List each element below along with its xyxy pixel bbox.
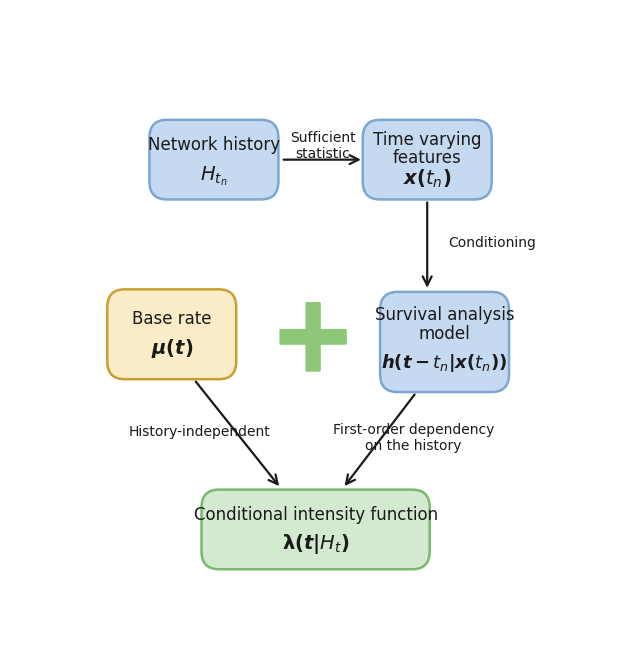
Text: $\boldsymbol{\lambda(t|H_t)}$: $\boldsymbol{\lambda(t|H_t)}$ [282,532,349,556]
FancyBboxPatch shape [150,120,278,199]
Text: $\boldsymbol{\mu(t)}$: $\boldsymbol{\mu(t)}$ [150,337,193,360]
Text: Survival analysis: Survival analysis [375,306,515,324]
FancyBboxPatch shape [280,329,347,345]
Text: $\boldsymbol{H_{t_n}}$: $\boldsymbol{H_{t_n}}$ [200,164,228,188]
Text: $\boldsymbol{h(t - t_n | x(t_n))}$: $\boldsymbol{h(t - t_n | x(t_n))}$ [381,352,508,374]
Text: Conditional intensity function: Conditional intensity function [193,506,438,524]
FancyBboxPatch shape [108,289,236,380]
Text: Conditioning: Conditioning [448,236,536,250]
Text: features: features [393,149,461,167]
Text: $\boldsymbol{x(t_n)}$: $\boldsymbol{x(t_n)}$ [403,168,451,190]
Text: First-order dependency
on the history: First-order dependency on the history [333,423,494,453]
FancyBboxPatch shape [305,302,321,372]
Text: model: model [419,325,470,343]
Text: Time varying: Time varying [373,131,481,149]
Text: Network history: Network history [148,136,280,154]
FancyBboxPatch shape [363,120,492,199]
FancyBboxPatch shape [380,292,509,392]
FancyBboxPatch shape [202,490,429,569]
Text: Base rate: Base rate [132,310,211,328]
Text: Sufficient
statistic: Sufficient statistic [290,131,356,161]
Text: History-independent: History-independent [128,425,270,439]
